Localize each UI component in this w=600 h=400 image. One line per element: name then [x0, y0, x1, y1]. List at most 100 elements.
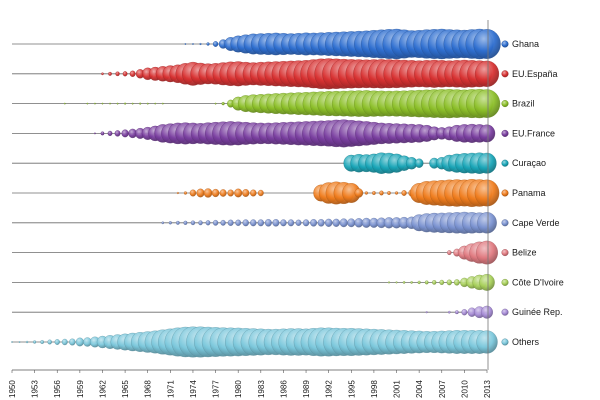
- bubble-brazil-1963: [109, 102, 111, 105]
- bubble-cote-d-ivoire-2001: [395, 281, 398, 284]
- bubble-panama-2013: [474, 179, 500, 207]
- bubble-cape-verde-1973: [183, 220, 188, 225]
- bubble-panama-1973: [183, 191, 187, 195]
- series-row-panama: [12, 179, 500, 207]
- legend-marker: [501, 159, 509, 167]
- bubble-eu-espana-2013: [474, 60, 500, 87]
- bubble-cape-verde-1978: [220, 219, 226, 226]
- bubble-others-1953: [33, 340, 37, 344]
- x-tick-label: 1974: [189, 380, 198, 398]
- bubble-cape-verde-1971: [168, 221, 172, 225]
- bubble-brazil-1970: [161, 102, 164, 105]
- series-rows: [11, 28, 501, 358]
- bubble-eu-france-1964: [114, 130, 121, 137]
- bubble-panama-2002: [401, 190, 407, 196]
- bubble-brazil-1962: [101, 102, 104, 105]
- series-row-brazil: [12, 89, 501, 119]
- legend-item-eu-france: EU.France: [501, 128, 555, 138]
- bubble-panama-1997: [364, 191, 368, 195]
- bubble-cape-verde-1979: [227, 219, 234, 226]
- bubble-brazil-1965: [124, 102, 127, 105]
- bubble-guinee-rep-2010: [461, 309, 468, 316]
- legend-item-panama: Panama: [501, 188, 546, 198]
- series-row-belize: [12, 240, 498, 265]
- legend-label: Cape Verde: [512, 218, 560, 228]
- bubble-cape-verde-1988: [295, 219, 302, 226]
- bubble-panama-2000: [387, 191, 391, 195]
- bubble-eu-espana-1965: [122, 71, 128, 77]
- bubble-cote-d-ivoire-2002: [402, 281, 406, 284]
- legend-marker: [501, 278, 509, 286]
- bubble-cote-d-ivoire-2005: [424, 280, 429, 285]
- bubble-panama-2001: [394, 191, 399, 195]
- legend-item-ghana: Ghana: [501, 39, 539, 49]
- bubble-guinee-rep-2013: [481, 305, 493, 319]
- bubble-panama-1982: [250, 189, 257, 197]
- series-row-guinee-rep: [12, 305, 493, 319]
- bubble-panama-1974: [189, 189, 197, 197]
- legend-item-belize: Belize: [501, 248, 537, 258]
- legend-marker: [501, 249, 509, 257]
- x-tick-label: 1995: [347, 380, 356, 398]
- x-tick-label: 1971: [166, 380, 175, 398]
- x-tick-label: 2001: [393, 380, 402, 398]
- bubble-brazil-1968: [146, 102, 149, 105]
- legend-marker: [501, 129, 509, 137]
- x-tick-label: 2013: [483, 380, 492, 398]
- bubble-eu-france-1961: [94, 132, 96, 135]
- bubble-eu-espana-1963: [108, 71, 112, 76]
- series-row-eu-espana: [12, 58, 500, 90]
- legend-label: Curaçao: [512, 158, 546, 168]
- legend-label: Ghana: [512, 39, 539, 49]
- bubble-others-2013: [476, 330, 498, 354]
- bubble-cote-d-ivoire-2008: [446, 279, 452, 286]
- bubble-cape-verde-1996: [354, 218, 364, 228]
- bubble-brazil-1977: [214, 102, 217, 105]
- bubble-cote-d-ivoire-2004: [417, 280, 421, 285]
- bubble-cote-d-ivoire-2009: [453, 279, 460, 286]
- series-row-cape-verde: [12, 211, 497, 234]
- bubble-cape-verde-1990: [310, 219, 318, 227]
- bubble-cape-verde-1982: [250, 219, 257, 227]
- x-tick-label: 1956: [53, 380, 62, 398]
- x-tick-label: 2007: [438, 380, 447, 398]
- legend-item-cote-d-ivoire: Côte D'Ivoire: [501, 277, 564, 287]
- bubble-brazil-1964: [116, 102, 119, 105]
- series-row-others: [11, 326, 498, 358]
- legend-label: Panama: [512, 188, 546, 198]
- bubble-guinee-rep-2009: [455, 310, 459, 315]
- bubble-panama-1977: [211, 188, 220, 198]
- x-tick-label: 1986: [279, 380, 288, 398]
- legend-marker: [501, 338, 509, 346]
- bubble-others-1955: [47, 339, 52, 345]
- legend-marker: [501, 40, 509, 48]
- bubble-panama-1976: [203, 188, 213, 198]
- bubble-panama-1981: [242, 189, 250, 197]
- x-tick-label: 1965: [121, 380, 130, 398]
- bubble-ghana-1975: [199, 42, 202, 46]
- bubble-brazil-1969: [154, 102, 157, 105]
- legend-item-eu-espana: EU.España: [501, 69, 558, 79]
- bubble-others-1952: [25, 340, 29, 344]
- bubble-others-1957: [61, 338, 68, 346]
- legend-label: Brazil: [512, 99, 535, 109]
- legend-label: Belize: [512, 248, 537, 258]
- legend-label: EU.España: [512, 69, 558, 79]
- bubble-ghana-1973: [184, 43, 187, 45]
- bubble-brazil-1957: [63, 102, 66, 105]
- x-tick-label: 1950: [8, 380, 17, 398]
- bubble-cote-d-ivoire-2006: [432, 280, 437, 285]
- bubble-others-1958: [69, 338, 76, 346]
- bubble-eu-espana-1966: [129, 70, 136, 77]
- bubble-cape-verde-1989: [302, 219, 310, 227]
- x-axis: 1950 1953 1956 1959 1962 1965 1968 1971 1974 1977…: [8, 20, 492, 398]
- x-tick-label: 2010: [460, 380, 469, 398]
- series-row-eu-france: [12, 119, 496, 148]
- legend-label: EU.France: [512, 128, 555, 138]
- bubble-others-1950: [11, 341, 13, 343]
- bubble-ghana-1976: [206, 42, 210, 46]
- x-tick-label: 1992: [325, 380, 334, 398]
- x-tick-label: 1989: [302, 380, 311, 398]
- bubble-cape-verde-1976: [205, 220, 211, 226]
